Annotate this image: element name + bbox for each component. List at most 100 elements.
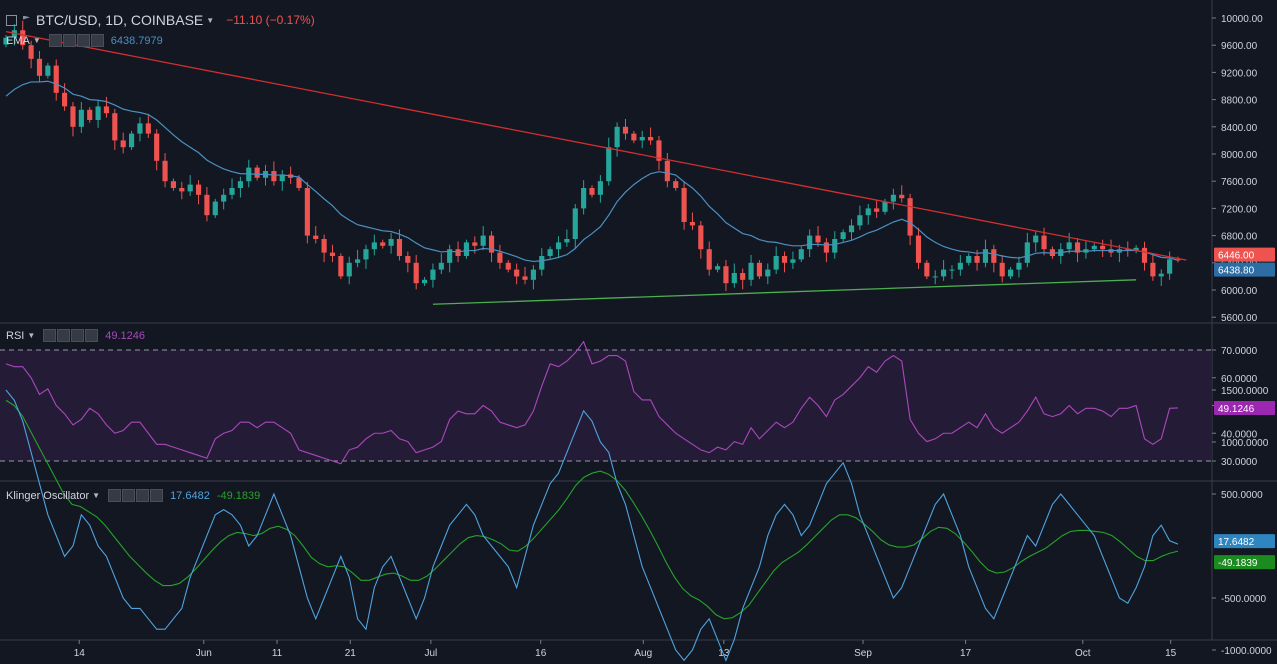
candle-up [371,242,377,250]
candle-down [162,160,168,182]
candle-up [1024,242,1030,263]
time-tick-label: 11 [272,648,283,659]
candle-up [229,188,235,195]
klinger-tick-label: -1000.0000 [1221,646,1272,657]
visibility-icon[interactable] [43,329,57,342]
klinger-tick-label: -500.0000 [1221,594,1266,605]
candle-up [765,269,771,277]
settings-icon[interactable] [62,34,76,47]
time-tick-label: Aug [634,648,652,659]
rsi-tick-label: 70.0000 [1221,346,1258,357]
candle-down [1141,247,1148,263]
candle-up [807,235,813,250]
candle-down [154,133,160,161]
candle-down [321,239,327,253]
candle-up [1033,235,1039,243]
chevron-down-icon[interactable]: ▼ [92,491,101,500]
candle-down [179,188,185,192]
candle-down [1125,249,1131,251]
klinger-label-2: -49.1839 [1218,558,1258,569]
rsi-band [0,350,1212,461]
candle-down [455,249,461,256]
collapse-icon[interactable] [6,14,17,26]
chevron-down-icon[interactable]: ▼ [32,36,41,45]
add-icon[interactable] [71,329,85,342]
candle-down [1150,262,1156,277]
visibility-icon[interactable] [108,489,122,502]
flag-icon[interactable] [23,15,30,25]
candle-up [539,256,545,270]
candle-down [329,252,336,256]
candle-down [740,273,746,280]
candle-up [731,273,737,284]
price-change: −11.10 (−0.17%) [226,13,315,27]
price-tick-label: 6000.00 [1221,286,1258,297]
ema-title[interactable]: EMA [6,34,30,47]
rsi-value: 49.1246 [105,329,146,342]
ema-value: 6438.7979 [110,34,163,47]
candle-down [488,235,495,253]
candle-up [346,262,352,277]
klinger-label-1-bg [1214,534,1275,549]
candle-up [639,137,645,141]
candle-down [338,256,344,277]
visibility-icon[interactable] [48,34,62,47]
candle-up [463,242,470,256]
price-tick-label: 5600.00 [1221,313,1258,324]
time-tick-label: Oct [1075,648,1091,659]
candle-down [664,160,670,182]
candle-up [614,126,620,148]
candle-up [1158,273,1164,277]
candle-down [673,181,679,188]
price-tick-label: 8800.00 [1221,96,1258,107]
chevron-down-icon[interactable]: ▼ [27,331,36,340]
candle-up [438,262,444,270]
candle-down [36,58,43,76]
candle-down [924,262,930,277]
candle-down [62,92,68,107]
candle-down [622,126,629,134]
candle-down [103,106,110,114]
settings-icon[interactable] [122,489,136,502]
candle-up [982,249,989,263]
rsi-title[interactable]: RSI [6,329,25,342]
candle-down [974,256,980,263]
candle-up [798,249,804,260]
last-price-label: 6446.00 [1218,251,1255,262]
add-icon[interactable] [76,34,90,47]
candle-up [572,208,578,239]
candle-up [212,201,218,216]
price-tick-label: 6800.00 [1221,232,1258,243]
candle-up [941,269,947,277]
ema-controls [48,34,104,47]
candle-down [271,171,277,182]
settings-icon[interactable] [57,329,71,342]
chevron-down-icon[interactable]: ▼ [206,15,215,25]
candle-up [1007,269,1014,277]
price-tick-label: 10000.00 [1221,14,1263,25]
close-icon[interactable] [85,329,99,342]
time-tick-label: Jul [424,648,437,659]
candle-up [1066,242,1072,250]
candle-down [815,235,821,243]
symbol-title[interactable]: BTC/USD, 1D, COINBASE [36,12,204,28]
candle-up [932,276,938,278]
rsi-legend: RSI ▼ 49.1246 [6,329,145,342]
candle-down [145,123,151,134]
candle-down [681,188,687,222]
price-tick-label: 8000.00 [1221,150,1258,161]
price-tick-label: 9600.00 [1221,41,1258,52]
candle-down [28,45,34,59]
candle-up [748,262,754,280]
klinger-title[interactable]: Klinger Oscillator [6,489,90,502]
candle-up [597,181,603,195]
candle-down [823,242,829,253]
candle-up [1091,245,1097,250]
close-icon[interactable] [150,489,164,502]
close-icon[interactable] [90,34,104,47]
klinger-value-2: -49.1839 [216,489,261,502]
add-icon[interactable] [136,489,150,502]
candle-up [714,266,721,270]
klinger-controls [108,489,164,502]
